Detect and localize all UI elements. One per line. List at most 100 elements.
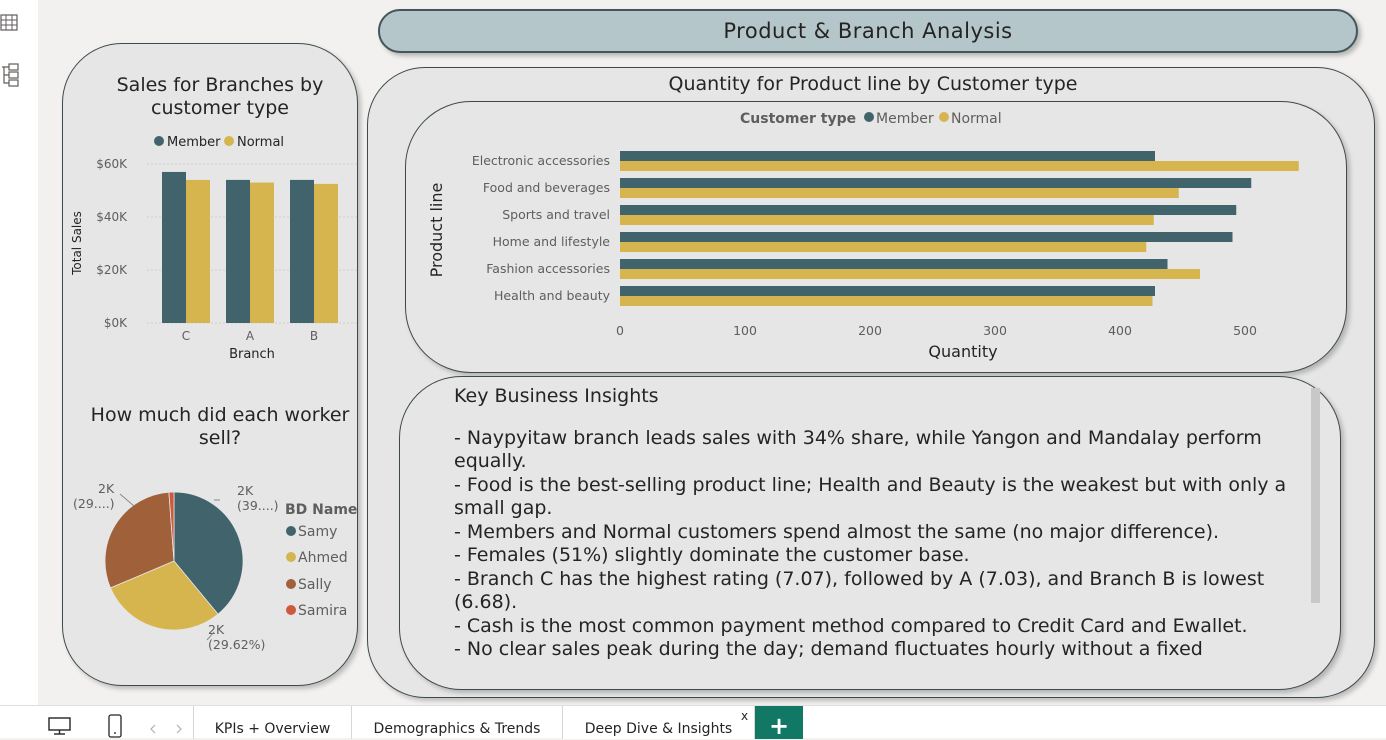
bar-member-5 [620,286,1155,296]
bar-normal-1 [620,188,1179,198]
bar-member-0 [620,151,1155,161]
x-tick-label: 500 [1233,323,1257,338]
bar-member-1 [620,178,1252,188]
bar-normal-0 [620,161,1299,171]
page-title: Product & Branch Analysis [378,9,1358,53]
bar-member-2 [620,205,1237,215]
chevron-right-icon[interactable] [174,723,184,735]
legend-dot-ahmed [286,552,296,562]
category-label: Food and beverages [483,180,610,195]
legend-dot-samy [286,526,296,536]
pie-slice-ahmed [109,560,219,631]
insight-line: - Members and Normal customers spend alm… [454,520,1220,543]
x-tick-label: B [310,329,318,343]
pie-label-pct-ahmed: (29.62%) [208,637,265,652]
insights-title: Key Business Insights [454,385,659,407]
branches-bars [162,171,338,323]
category-label: Fashion accessories [486,261,610,276]
tab-kpis-overview[interactable]: KPIs + Overview [193,706,351,739]
pie-slice-samira [168,491,175,562]
category-label: Home and lifestyle [493,234,611,249]
product-x-ticks: 0 100 200 300 400 500 [616,323,1257,338]
pie-label-value-sally: 2K [98,481,115,496]
product-y-axis-label: Product line [427,183,446,278]
legend-label-normal: Normal [951,111,1002,127]
product-chart-title: Quantity for Product line by Customer ty… [668,73,1078,95]
worker-chart: 2K (39....) 2K (29.62%) 2K (29....) BD N… [73,481,357,652]
branches-y-axis-label: Total Sales [70,211,84,276]
tab-demographics-trends[interactable]: Demographics & Trends [351,706,562,739]
branches-legend: Member Normal [154,135,284,150]
worker-legend: Samy Ahmed Sally Samira [286,524,348,619]
mobile-view-icon[interactable] [106,713,124,739]
x-tick-label: 0 [616,323,624,338]
legend-dot-normal [224,136,234,146]
bar-member-3 [620,232,1233,242]
bar-member-A [226,179,250,323]
y-tick-label: $60K [96,157,128,171]
branches-x-axis-label: Branch [229,347,275,362]
category-label: Electronic accessories [472,153,610,168]
product-bars [620,151,1299,306]
pie-label-pct-samy: (39....) [237,498,279,513]
x-tick-label: 400 [1108,323,1132,338]
insight-line: - Naypyitaw branch leads sales with 34% … [454,426,1262,473]
bar-member-B [290,179,314,323]
product-legend-title: Customer type [740,111,856,127]
model-view-icon[interactable] [0,62,20,88]
bar-normal-3 [620,242,1147,252]
legend-label-normal: Normal [237,135,284,150]
bar-normal-4 [620,269,1200,279]
y-tick-label: $0K [104,316,128,330]
add-page-button[interactable]: + [755,706,803,740]
legend-label-member: Member [876,111,934,127]
tab-deep-dive-insights[interactable]: Deep Dive & Insights [562,706,755,739]
category-label: Health and beauty [494,288,611,303]
y-tick-label: $40K [96,210,128,224]
tab-label: Deep Dive & Insights [584,721,733,737]
left-rail [0,0,38,705]
insight-line: - Cash is the most common payment method… [454,614,1248,637]
bar-member-C [162,171,186,323]
insight-line: - No clear sales peak during the day; de… [454,638,1203,660]
x-tick-label: 300 [983,323,1007,338]
legend-dot-normal [939,112,949,122]
bar-member-4 [620,259,1168,269]
insight-line: - Branch C has the highest rating (7.07)… [454,567,1265,614]
tab-label: KPIs + Overview [214,721,331,737]
x-tick-label: 200 [858,323,882,338]
page-tabs-bar: KPIs + Overview Demographics & Trends De… [0,705,1386,740]
pie-label-value-samy: 2K [237,483,254,498]
legend-dot-member [864,112,874,122]
bar-normal-C [186,179,210,323]
category-label: Sports and travel [502,207,610,222]
x-tick-label: C [182,329,190,343]
branches-y-ticks: $0K $20K $40K $60K [96,157,128,330]
y-tick-label: $20K [96,263,128,277]
x-tick-label: A [246,329,255,343]
branches-chart-title: Sales for Branches by customer type [116,74,324,119]
legend-label-sally: Sally [298,577,332,593]
legend-label-member: Member [167,135,221,150]
chevron-left-icon[interactable] [148,723,158,735]
insight-line: - Food is the best-selling product line;… [454,473,1287,520]
worker-pie [104,491,244,631]
insights-scrollbar[interactable] [1311,388,1320,603]
bar-normal-5 [620,296,1153,306]
table-view-icon[interactable] [0,12,20,34]
insights-text: Key Business Insights - Naypyitaw branch… [454,385,1310,675]
legend-label-samira: Samira [298,603,347,619]
branches-chart: Member Normal $0K $20K $40K $60K C A B Branch… [70,135,357,362]
insight-line: - Females (51%) slightly dominate the cu… [454,544,970,566]
legend-dot-member [154,136,164,146]
worker-chart-title: How much did each worker sell? [90,404,350,449]
x-tick-label: 100 [733,323,757,338]
legend-dot-samira [286,605,296,615]
insights-panel [399,376,1341,690]
close-tab-icon[interactable]: x [741,709,749,723]
desktop-view-icon[interactable] [47,716,73,736]
pie-slice-samy [173,491,244,615]
product-chart: Customer type Member Normal Electronic a… [427,111,1299,361]
pie-label-value-ahmed: 2K [208,622,225,637]
pie-slice-sally [104,491,175,589]
